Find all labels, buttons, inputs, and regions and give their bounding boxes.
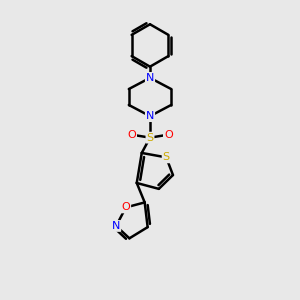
Text: O: O	[122, 202, 130, 212]
Text: N: N	[112, 221, 120, 231]
Text: N: N	[146, 73, 154, 83]
Text: S: S	[163, 152, 170, 162]
Text: O: O	[164, 130, 172, 140]
Text: N: N	[146, 111, 154, 121]
Text: O: O	[128, 130, 136, 140]
Text: S: S	[146, 133, 154, 142]
